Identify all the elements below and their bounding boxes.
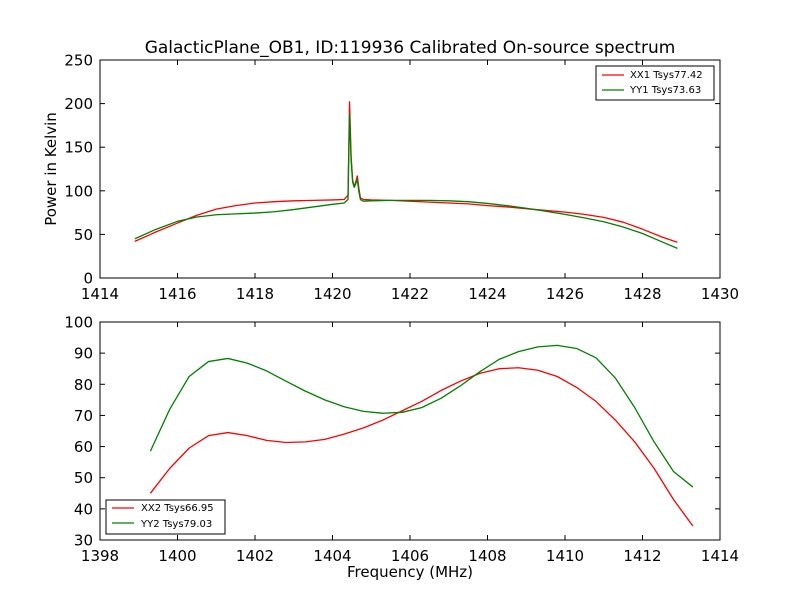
y-tick-label: 80 (74, 376, 93, 394)
y-tick-label: 100 (64, 182, 93, 200)
x-tick-label: 1402 (236, 547, 274, 565)
y-tick-label: 50 (74, 469, 93, 487)
bottom-y-ticks: 30 40 50 60 70 80 90 100 (64, 314, 720, 550)
x-tick-label: 1430 (701, 285, 739, 303)
series-line-top-1 (134, 113, 678, 249)
x-tick-label: 1400 (158, 547, 196, 565)
bottom-series-group (149, 344, 694, 527)
chart-title: GalacticPlane_OB1, ID:119936 Calibrated … (145, 38, 676, 58)
y-tick-label: 90 (74, 345, 93, 363)
y-tick-label: 250 (64, 52, 93, 70)
y-tick-label: 100 (64, 314, 93, 332)
x-tick-label: 1426 (546, 285, 584, 303)
x-tick-label: 1414 (81, 285, 119, 303)
legend-label-xx1: XX1 Tsys77.42 (630, 70, 703, 81)
x-tick-label: 1428 (623, 285, 661, 303)
x-tick-label: 1424 (468, 285, 506, 303)
x-tick-label: 1408 (468, 547, 506, 565)
x-tick-label: 1412 (623, 547, 661, 565)
top-y-axis-label: Power in Kelvin (42, 112, 60, 226)
top-y-ticks: 0 50 100 150 200 250 (64, 52, 720, 288)
x-tick-label: 1418 (236, 285, 274, 303)
y-tick-label: 30 (74, 532, 93, 550)
top-series-group (134, 101, 678, 249)
y-tick-label: 40 (74, 500, 93, 518)
y-tick-label: 50 (74, 226, 93, 244)
x-tick-label: 1420 (313, 285, 351, 303)
legend-label-yy1: YY1 Tsys73.63 (629, 85, 701, 96)
x-tick-label: 1406 (391, 547, 429, 565)
x-tick-label: 1404 (313, 547, 351, 565)
y-tick-label: 200 (64, 95, 93, 113)
top-chart: GalacticPlane_OB1, ID:119936 Calibrated … (42, 38, 739, 303)
bottom-legend: XX2 Tsys66.95 YY2 Tsys79.03 (105, 499, 226, 535)
x-tick-label: 1416 (158, 285, 196, 303)
x-tick-label: 1410 (546, 547, 584, 565)
x-axis-label: Frequency (MHz) (347, 563, 473, 581)
bottom-x-ticks: 1398 1400 1402 1404 1406 1408 1410 1412 1414 (81, 322, 739, 565)
y-tick-label: 70 (74, 407, 93, 425)
bottom-chart: 30 40 50 60 70 80 90 100 1398 1400 1402 1404 1406 14… (64, 314, 739, 582)
legend-label-xx2: XX2 Tsys66.95 (141, 503, 214, 514)
y-tick-label: 0 (83, 270, 93, 288)
y-tick-label: 60 (74, 438, 93, 456)
top-legend-box (595, 65, 715, 101)
series-line-bot-0 (149, 367, 694, 527)
top-legend: XX1 Tsys77.42 YY1 Tsys73.63 (595, 65, 715, 101)
x-tick-label: 1398 (81, 547, 119, 565)
x-tick-label: 1414 (701, 547, 739, 565)
legend-label-yy2: YY2 Tsys79.03 (140, 519, 212, 530)
bottom-legend-box (105, 499, 226, 535)
y-tick-label: 150 (64, 139, 93, 157)
top-x-ticks: 1414 1416 1418 1420 1422 1424 1426 1428 1430 (81, 60, 739, 303)
series-line-bot-1 (149, 344, 694, 488)
x-tick-label: 1422 (391, 285, 429, 303)
